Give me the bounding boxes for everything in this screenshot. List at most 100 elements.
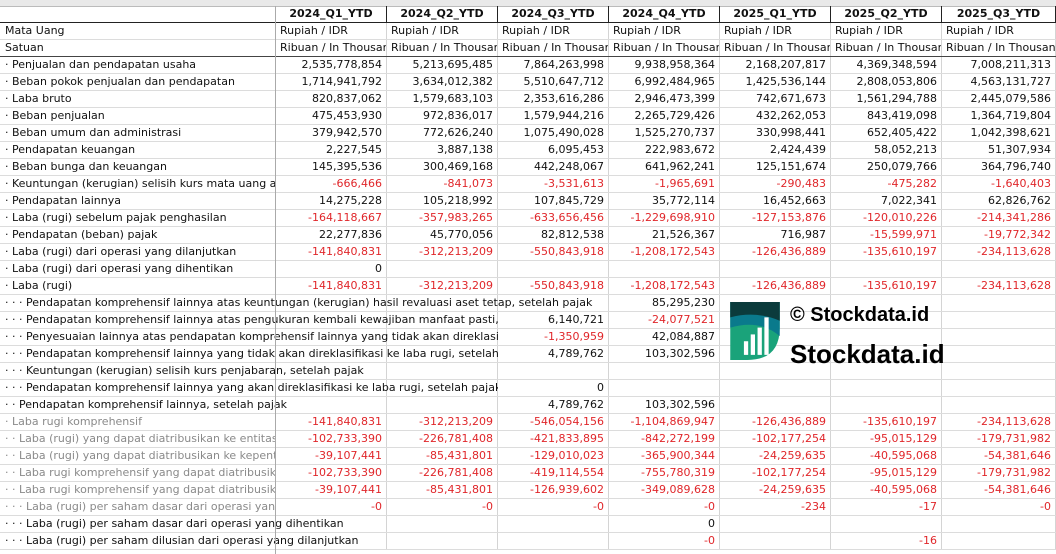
value-cell[interactable]: -39,107,441 (276, 448, 387, 464)
value-cell[interactable]: 4,369,348,594 (831, 57, 942, 73)
row-label[interactable]: · · Pendapatan komprehensif lainnya, set… (5, 398, 288, 411)
value-cell[interactable]: 107,845,729 (498, 193, 609, 209)
value-cell[interactable]: 4,789,762 (498, 397, 609, 413)
value-cell[interactable]: -19,772,342 (942, 227, 1056, 243)
row-label[interactable]: · · · Laba (rugi) per saham dasar dari o… (5, 500, 276, 513)
value-cell[interactable] (720, 380, 831, 396)
row-label[interactable]: · Laba (rugi) sebelum pajak penghasilan (5, 211, 227, 224)
row-label[interactable]: · Laba rugi komprehensif (5, 415, 142, 428)
value-cell[interactable]: -842,272,199 (609, 431, 720, 447)
value-cell[interactable]: -141,840,831 (276, 278, 387, 294)
value-cell[interactable]: -141,840,831 (276, 244, 387, 260)
value-cell[interactable]: -0 (387, 499, 498, 515)
value-cell[interactable]: -135,610,197 (831, 414, 942, 430)
value-cell[interactable]: -15,599,971 (831, 227, 942, 243)
value-cell[interactable]: 442,248,067 (498, 159, 609, 175)
value-cell[interactable]: -1,965,691 (609, 176, 720, 192)
value-cell[interactable]: 432,262,053 (720, 108, 831, 124)
value-cell[interactable] (498, 363, 609, 379)
value-cell[interactable] (387, 380, 498, 396)
value-cell[interactable]: -1,640,403 (942, 176, 1056, 192)
unit-row-label[interactable]: Satuan (0, 40, 276, 56)
value-cell[interactable]: 2,424,439 (720, 142, 831, 158)
value-cell[interactable]: -129,010,023 (498, 448, 609, 464)
value-cell[interactable]: -226,781,408 (387, 431, 498, 447)
value-cell[interactable]: -126,436,889 (720, 244, 831, 260)
value-cell[interactable]: -85,431,801 (387, 482, 498, 498)
value-cell[interactable]: -54,381,646 (942, 448, 1056, 464)
value-cell[interactable]: 6,140,721 (498, 312, 609, 328)
value-cell[interactable]: 820,837,062 (276, 91, 387, 107)
value-cell[interactable]: 3,634,012,382 (387, 74, 498, 90)
value-cell[interactable] (720, 516, 831, 532)
value-cell[interactable]: -312,213,209 (387, 278, 498, 294)
value-cell[interactable] (720, 346, 831, 362)
row-label[interactable]: · Pendapatan keuangan (5, 143, 136, 156)
value-cell[interactable] (942, 346, 1056, 362)
value-cell[interactable]: 742,671,673 (720, 91, 831, 107)
value-cell[interactable]: -475,282 (831, 176, 942, 192)
value-cell[interactable]: -550,843,918 (498, 244, 609, 260)
row-label[interactable]: · · Laba (rugi) yang dapat diatribusikan… (5, 449, 276, 462)
value-cell[interactable]: 125,151,674 (720, 159, 831, 175)
row-label[interactable]: · · · Keuntungan (kerugian) selisih kurs… (5, 364, 364, 377)
value-cell[interactable]: 475,453,930 (276, 108, 387, 124)
value-cell[interactable]: 1,425,536,144 (720, 74, 831, 90)
value-cell[interactable]: 222,983,672 (609, 142, 720, 158)
row-label[interactable]: · Beban bunga dan keuangan (5, 160, 167, 173)
value-cell[interactable]: -234 (720, 499, 831, 515)
currency-row-value[interactable]: Rupiah / IDR (609, 23, 720, 39)
unit-row-value[interactable]: Ribuan / In Thousands (276, 40, 387, 56)
value-cell[interactable]: 5,510,647,712 (498, 74, 609, 90)
value-cell[interactable] (498, 295, 609, 311)
value-cell[interactable] (942, 312, 1056, 328)
value-cell[interactable]: -546,054,156 (498, 414, 609, 430)
column-header[interactable]: 2025_Q3_YTD (942, 6, 1056, 22)
value-cell[interactable]: -633,656,456 (498, 210, 609, 226)
value-cell[interactable]: 103,302,596 (609, 397, 720, 413)
value-cell[interactable]: -0 (498, 499, 609, 515)
value-cell[interactable]: -126,436,889 (720, 414, 831, 430)
value-cell[interactable]: 972,836,017 (387, 108, 498, 124)
value-cell[interactable]: -16 (831, 533, 942, 549)
row-label[interactable]: · · Laba rugi komprehensif yang dapat di… (5, 466, 276, 479)
currency-row-value[interactable]: Rupiah / IDR (276, 23, 387, 39)
value-cell[interactable]: 2,946,473,399 (609, 91, 720, 107)
value-cell[interactable] (276, 346, 387, 362)
value-cell[interactable]: -17 (831, 499, 942, 515)
value-cell[interactable]: 45,770,056 (387, 227, 498, 243)
value-cell[interactable]: -312,213,209 (387, 244, 498, 260)
value-cell[interactable] (942, 397, 1056, 413)
value-cell[interactable]: -85,431,801 (387, 448, 498, 464)
value-cell[interactable] (942, 261, 1056, 277)
row-label[interactable]: · Penjualan dan pendapatan usaha (5, 58, 197, 71)
value-cell[interactable]: 6,095,453 (498, 142, 609, 158)
value-cell[interactable] (720, 329, 831, 345)
value-cell[interactable]: 1,075,490,028 (498, 125, 609, 141)
value-cell[interactable]: -95,015,129 (831, 431, 942, 447)
value-cell[interactable]: 1,579,683,103 (387, 91, 498, 107)
value-cell[interactable]: -0 (276, 499, 387, 515)
value-cell[interactable]: -127,153,876 (720, 210, 831, 226)
value-cell[interactable]: -126,939,602 (498, 482, 609, 498)
value-cell[interactable] (276, 397, 387, 413)
value-cell[interactable]: 7,022,341 (831, 193, 942, 209)
value-cell[interactable]: 0 (276, 261, 387, 277)
value-cell[interactable] (276, 380, 387, 396)
value-cell[interactable]: -365,900,344 (609, 448, 720, 464)
value-cell[interactable]: 103,302,596 (609, 346, 720, 362)
value-cell[interactable] (276, 295, 387, 311)
value-cell[interactable]: -24,259,635 (720, 482, 831, 498)
value-cell[interactable] (387, 516, 498, 532)
value-cell[interactable]: 16,452,663 (720, 193, 831, 209)
value-cell[interactable]: 5,213,695,485 (387, 57, 498, 73)
value-cell[interactable]: -24,259,635 (720, 448, 831, 464)
value-cell[interactable] (387, 346, 498, 362)
value-cell[interactable] (609, 380, 720, 396)
value-cell[interactable]: 22,277,836 (276, 227, 387, 243)
value-cell[interactable]: 0 (609, 516, 720, 532)
value-cell[interactable] (831, 346, 942, 362)
row-label[interactable]: · Beban pokok penjualan dan pendapatan (5, 75, 235, 88)
value-cell[interactable]: 1,042,398,621 (942, 125, 1056, 141)
value-cell[interactable]: 7,864,263,998 (498, 57, 609, 73)
